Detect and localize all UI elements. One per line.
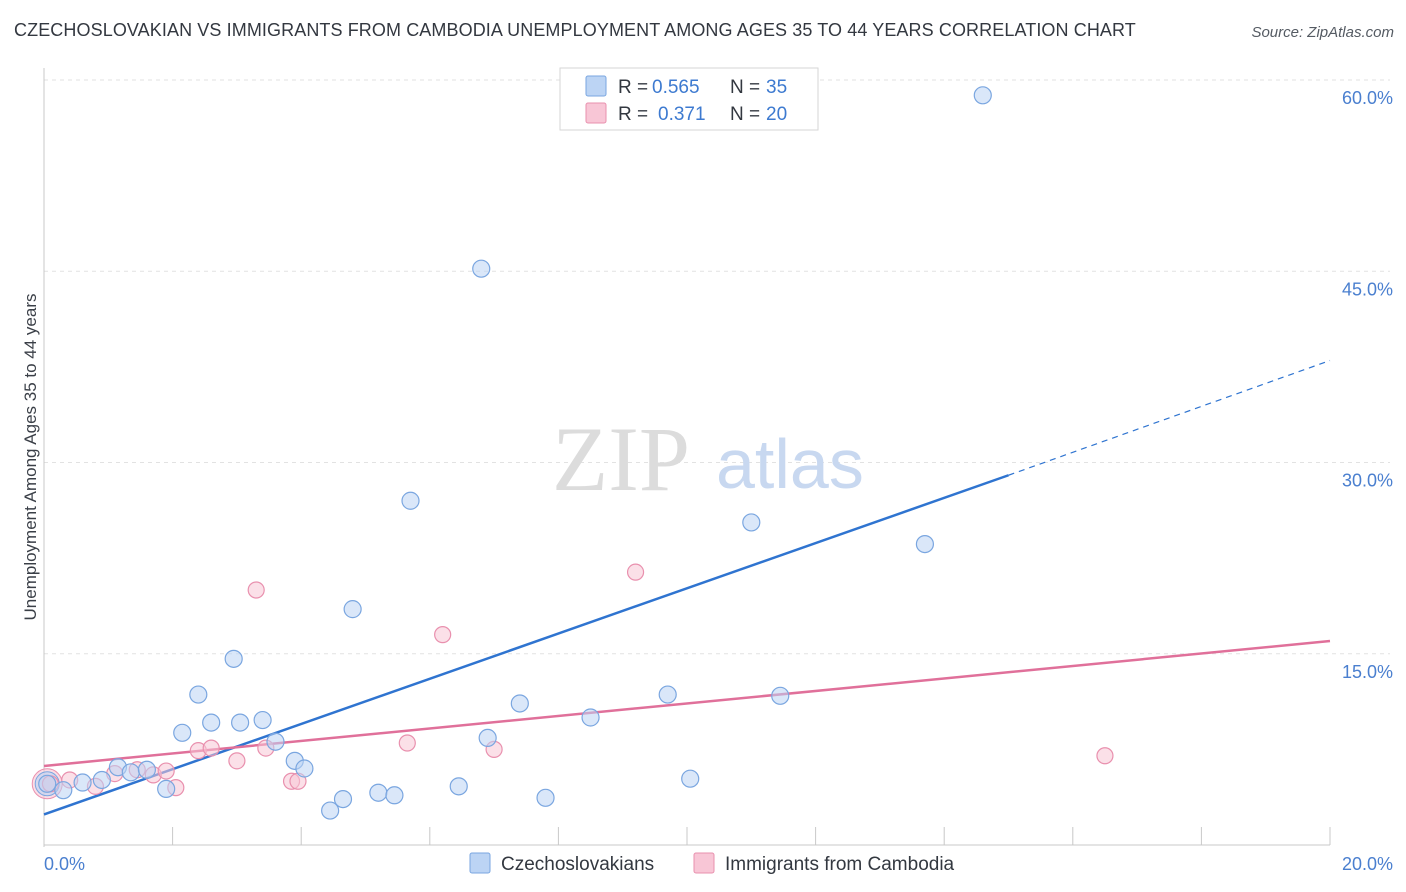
data-point-czechoslovakians xyxy=(295,759,314,778)
data-point-czechoslovakians xyxy=(202,713,221,732)
data-point-czechoslovakians xyxy=(771,686,790,705)
watermark: ZIP atlas xyxy=(552,408,864,510)
data-point-cambodia xyxy=(202,739,220,757)
legend-r-value: 0.371 xyxy=(658,104,706,125)
data-point-czechoslovakians xyxy=(121,763,140,782)
legend-swatch-cambodia xyxy=(585,102,607,124)
data-point-cambodia xyxy=(247,581,265,599)
data-point-cambodia xyxy=(1096,747,1114,765)
series-legend: Czechoslovakians Immigrants from Cambodi… xyxy=(469,852,955,875)
legend-r-label: R = xyxy=(618,77,648,98)
data-point-czechoslovakians xyxy=(478,728,497,748)
legend-n-label: N = xyxy=(730,77,760,98)
data-point-czechoslovakians xyxy=(369,783,388,802)
data-point-czechoslovakians xyxy=(266,732,285,751)
legend-swatch-czechoslovakians xyxy=(585,75,607,97)
data-point-czechoslovakians xyxy=(253,710,272,730)
data-point-czechoslovakians xyxy=(658,685,677,704)
y-tick-label: 15.0% xyxy=(1342,662,1393,682)
data-point-czechoslovakians xyxy=(742,513,761,532)
correlation-legend: R = 0.565 N = 35 R = 0.371 N = 20 xyxy=(559,67,819,131)
data-point-czechoslovakians xyxy=(449,777,468,796)
data-point-czechoslovakians xyxy=(385,786,404,805)
chart-title: CZECHOSLOVAKIAN VS IMMIGRANTS FROM CAMBO… xyxy=(14,20,1136,40)
tick-labels: 15.0% 30.0% 45.0% 60.0% 0.0% 20.0% xyxy=(44,88,1393,874)
series-legend-swatch-czechoslovakians xyxy=(469,852,491,874)
data-point-czechoslovakians xyxy=(54,781,73,800)
data-point-czechoslovakians xyxy=(510,694,529,713)
trend-line-czechoslovakians-extension xyxy=(1008,359,1331,476)
x-tick-label: 0.0% xyxy=(44,854,85,874)
series-legend-label-czechoslovakians: Czechoslovakians xyxy=(501,854,654,875)
data-point-czechoslovakians xyxy=(915,534,935,554)
data-point-czechoslovakians xyxy=(472,259,491,278)
data-point-czechoslovakians xyxy=(321,801,340,820)
data-point-cambodia xyxy=(228,752,246,770)
trend-line-czechoslovakians xyxy=(43,474,1009,816)
data-point-cambodia xyxy=(434,626,452,644)
data-point-czechoslovakians xyxy=(401,491,420,510)
data-point-czechoslovakians xyxy=(581,708,600,727)
data-point-czechoslovakians xyxy=(173,723,192,742)
legend-r-value: 0.565 xyxy=(652,77,700,98)
series-legend-label-cambodia: Immigrants from Cambodia xyxy=(725,854,955,875)
data-point-czechoslovakians xyxy=(38,774,57,793)
legend-n-label: N = xyxy=(730,104,760,125)
data-point-cambodia xyxy=(157,762,175,780)
data-point-czechoslovakians xyxy=(189,685,208,704)
y-tick-label: 60.0% xyxy=(1342,88,1393,108)
data-points xyxy=(31,86,1114,820)
data-point-czechoslovakians xyxy=(333,789,353,809)
data-point-czechoslovakians xyxy=(224,649,243,668)
data-point-cambodia xyxy=(626,563,645,581)
legend-n-value: 35 xyxy=(766,77,787,98)
data-point-czechoslovakians xyxy=(681,769,700,788)
grid-layer xyxy=(44,79,1390,655)
watermark-zip: ZIP xyxy=(552,408,690,510)
y-axis-label: Unemployment Among Ages 35 to 44 years xyxy=(21,294,40,621)
data-point-cambodia xyxy=(398,734,416,752)
data-point-czechoslovakians xyxy=(137,760,156,779)
data-point-czechoslovakians xyxy=(231,713,250,732)
watermark-atlas: atlas xyxy=(716,425,864,503)
y-tick-label: 30.0% xyxy=(1342,471,1393,491)
source-credit: Source: ZipAtlas.com xyxy=(1251,24,1394,41)
data-point-czechoslovakians xyxy=(92,770,111,790)
x-tick-label: 20.0% xyxy=(1342,854,1393,874)
data-point-czechoslovakians xyxy=(343,600,362,619)
data-point-czechoslovakians xyxy=(157,779,176,799)
legend-r-label: R = xyxy=(618,104,648,125)
data-point-czechoslovakians xyxy=(536,788,555,807)
data-point-czechoslovakians xyxy=(73,773,92,792)
y-tick-label: 45.0% xyxy=(1342,279,1393,299)
series-legend-swatch-cambodia xyxy=(693,852,715,874)
data-point-czechoslovakians xyxy=(973,86,992,105)
axes-layer xyxy=(43,68,1331,847)
legend-n-value: 20 xyxy=(766,104,787,125)
